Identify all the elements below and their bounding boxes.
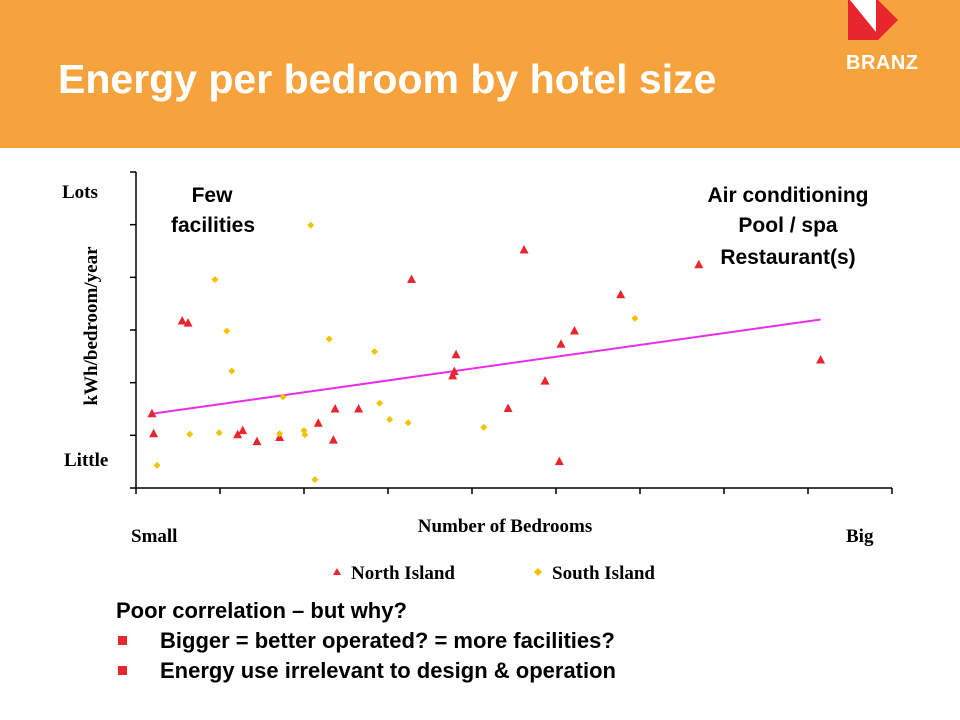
- south-island-point: [404, 419, 412, 427]
- south-island-point: [186, 430, 194, 438]
- legend-south-island-label: South Island: [552, 563, 655, 584]
- annotation-few-facilities-line-2: facilities: [171, 214, 255, 237]
- bullet-square-icon: [118, 636, 127, 645]
- south-island-point: [223, 327, 231, 335]
- y-high-label: Lots: [62, 182, 98, 203]
- south-island-point: [279, 393, 287, 401]
- north-island-point: [519, 244, 529, 254]
- north-island-point: [451, 349, 461, 359]
- north-island-point: [540, 376, 550, 385]
- bullet-text: Energy use irrelevant to design & operat…: [160, 658, 616, 683]
- north-island-point: [313, 418, 323, 427]
- south-island-point: [307, 221, 315, 229]
- north-island-point: [177, 316, 187, 325]
- north-island-point: [503, 403, 513, 412]
- south-island-point: [325, 335, 333, 343]
- annotation-air-conditioning: Air conditioning: [708, 184, 869, 207]
- north-island-point: [816, 355, 826, 364]
- north-island-point: [238, 425, 248, 435]
- discussion-heading: Poor correlation – but why?: [116, 598, 407, 623]
- x-low-label: Small: [131, 526, 177, 547]
- south-island-point: [386, 416, 394, 424]
- legend: North Island South Island: [333, 563, 655, 584]
- header-band: [0, 0, 960, 148]
- south-island-point: [631, 314, 639, 322]
- south-island-point: [301, 431, 309, 439]
- discussion-text: Poor correlation – but why? Bigger = bet…: [116, 596, 936, 686]
- north-island-point: [554, 456, 564, 466]
- north-island-point: [147, 408, 157, 418]
- north-island-point: [330, 404, 340, 413]
- south-island-point: [215, 429, 223, 437]
- legend-north-island-label: North Island: [351, 563, 455, 584]
- branz-logo-icon: [848, 0, 898, 40]
- x-high-label: Big: [846, 526, 874, 547]
- north-island-point: [694, 259, 704, 269]
- south-island-point: [211, 275, 219, 283]
- south-island-point: [311, 476, 319, 484]
- north-island-point: [252, 436, 262, 446]
- annotation-pool-spa: Pool / spa: [738, 214, 838, 237]
- bullet-item: Energy use irrelevant to design & operat…: [116, 656, 936, 686]
- scatter-chart: Lots Little kWh/bedroom/year Small Big N…: [62, 171, 893, 584]
- south-island-point: [371, 348, 379, 356]
- bullet-item: Bigger = better operated? = more facilit…: [116, 626, 936, 656]
- annotation-restaurants: Restaurant(s): [720, 246, 855, 269]
- north-island-point: [149, 428, 159, 438]
- slide-title: Energy per bedroom by hotel size: [58, 56, 717, 102]
- legend-north-island-marker: [333, 568, 341, 575]
- north-island-point: [569, 326, 579, 335]
- south-island-point: [480, 423, 488, 431]
- bullet-square-icon: [118, 666, 127, 675]
- y-low-label: Little: [64, 450, 108, 471]
- north-island-point: [183, 318, 193, 327]
- south-island-point: [228, 367, 236, 375]
- south-island-point: [153, 461, 161, 469]
- legend-south-island-marker: [534, 568, 542, 576]
- logo-text: BRANZ: [846, 52, 919, 74]
- north-island-point: [407, 274, 417, 283]
- annotation-few-facilities-line-1: Few: [192, 184, 234, 207]
- north-island-point: [556, 339, 566, 348]
- y-axis-title: kWh/bedroom/year: [81, 246, 102, 406]
- x-axis-title: Number of Bedrooms: [418, 516, 593, 537]
- north-island-point: [354, 404, 364, 413]
- north-island-point: [449, 366, 459, 376]
- south-island-point: [276, 430, 284, 438]
- north-island-point: [233, 429, 243, 439]
- trend-line: [151, 318, 821, 415]
- north-island-point: [616, 289, 626, 299]
- south-island-point: [376, 399, 384, 407]
- bullet-text: Bigger = better operated? = more facilit…: [160, 628, 615, 653]
- north-island-point: [328, 435, 338, 444]
